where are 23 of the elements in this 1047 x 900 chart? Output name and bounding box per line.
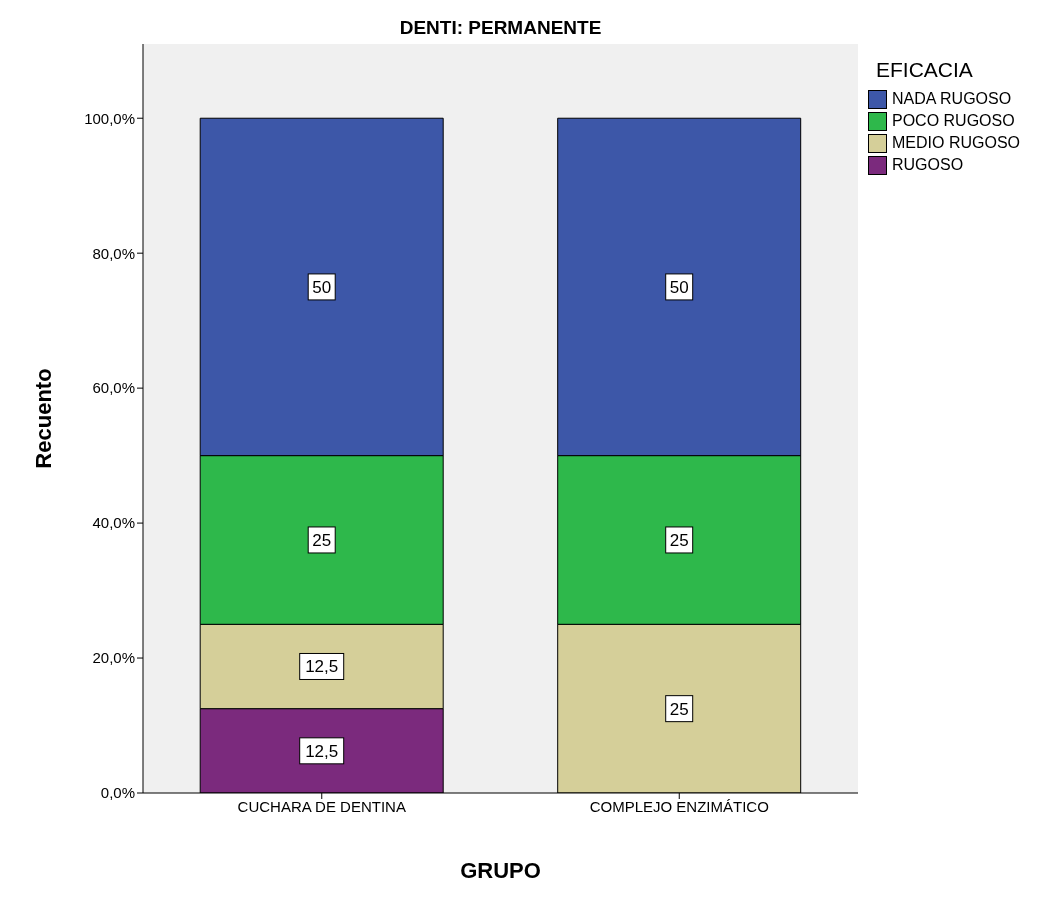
legend-label: RUGOSO <box>892 156 964 174</box>
y-tick-label: 40,0% <box>92 514 135 532</box>
data-label: 25 <box>669 699 689 719</box>
legend-label: MEDIO RUGOSO <box>892 134 1021 152</box>
legend-label: POCO RUGOSO <box>892 112 1015 130</box>
data-label: 25 <box>312 530 332 550</box>
y-tick-label: 20,0% <box>92 649 135 667</box>
data-label: 12,5 <box>305 657 339 677</box>
y-tick-label: 60,0% <box>92 379 135 397</box>
data-label: 25 <box>669 530 689 550</box>
legend-label: NADA RUGOSO <box>892 90 1012 108</box>
chart-title: DENTI: PERMANENTE <box>399 17 602 38</box>
y-tick-label: 0,0% <box>100 784 135 802</box>
data-label: 50 <box>312 277 332 297</box>
y-axis-title: Recuento <box>30 368 56 469</box>
y-tick-label: 100,0% <box>84 109 135 127</box>
x-tick-label: CUCHARA DE DENTINA <box>237 797 406 815</box>
x-tick-label: COMPLEJO ENZIMÁTICO <box>589 797 769 815</box>
x-axis-title: GRUPO <box>460 858 541 883</box>
legend-title: EFICACIA <box>876 58 974 82</box>
data-label: 50 <box>669 277 689 297</box>
y-tick-label: 80,0% <box>92 244 135 262</box>
data-label: 12,5 <box>305 741 339 761</box>
